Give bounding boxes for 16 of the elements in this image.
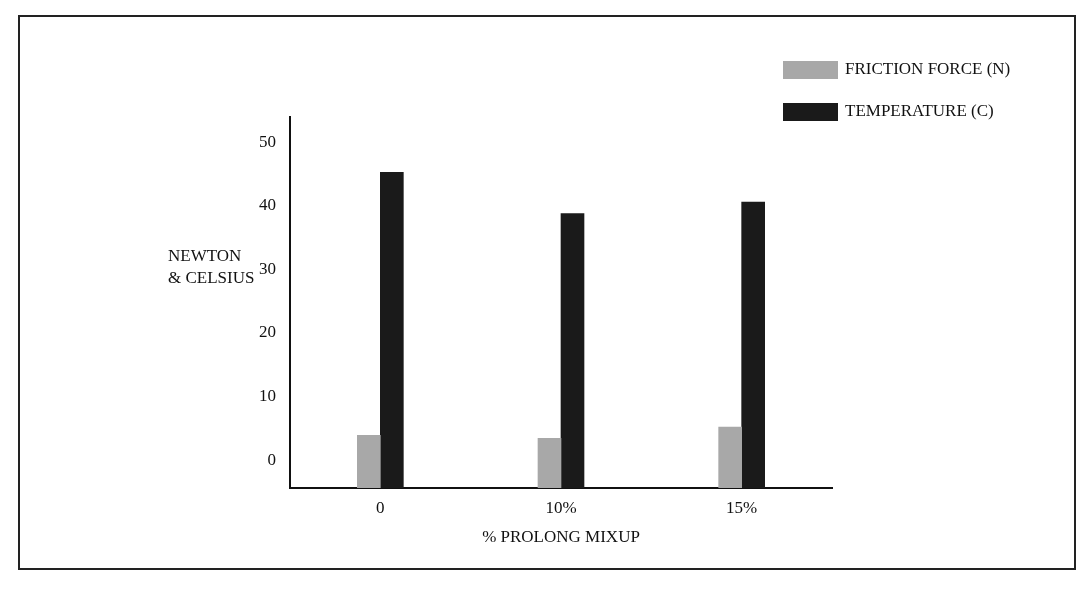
y-tick-label: 10	[259, 385, 276, 405]
y-tick-label: 20	[259, 322, 276, 342]
y-tick-label: 50	[259, 131, 276, 151]
legend-label: FRICTION FORCE (N)	[845, 59, 1011, 79]
bar	[537, 438, 562, 488]
x-tick-label: 0	[376, 497, 385, 517]
y-axis-title: NEWTON & CELSIUS	[168, 246, 255, 288]
bar	[357, 434, 381, 488]
x-axis-title: % PROLONG MIXUP	[482, 527, 640, 547]
legend-label: TEMPERATURE (C)	[845, 101, 994, 121]
y-tick-label: 0	[267, 449, 276, 469]
y-tick-label: 30	[259, 258, 276, 278]
x-tick-label: 15%	[726, 497, 758, 517]
y-tick-label: 40	[259, 195, 276, 215]
bar	[718, 426, 742, 488]
x-tick-label: 10%	[545, 497, 577, 517]
